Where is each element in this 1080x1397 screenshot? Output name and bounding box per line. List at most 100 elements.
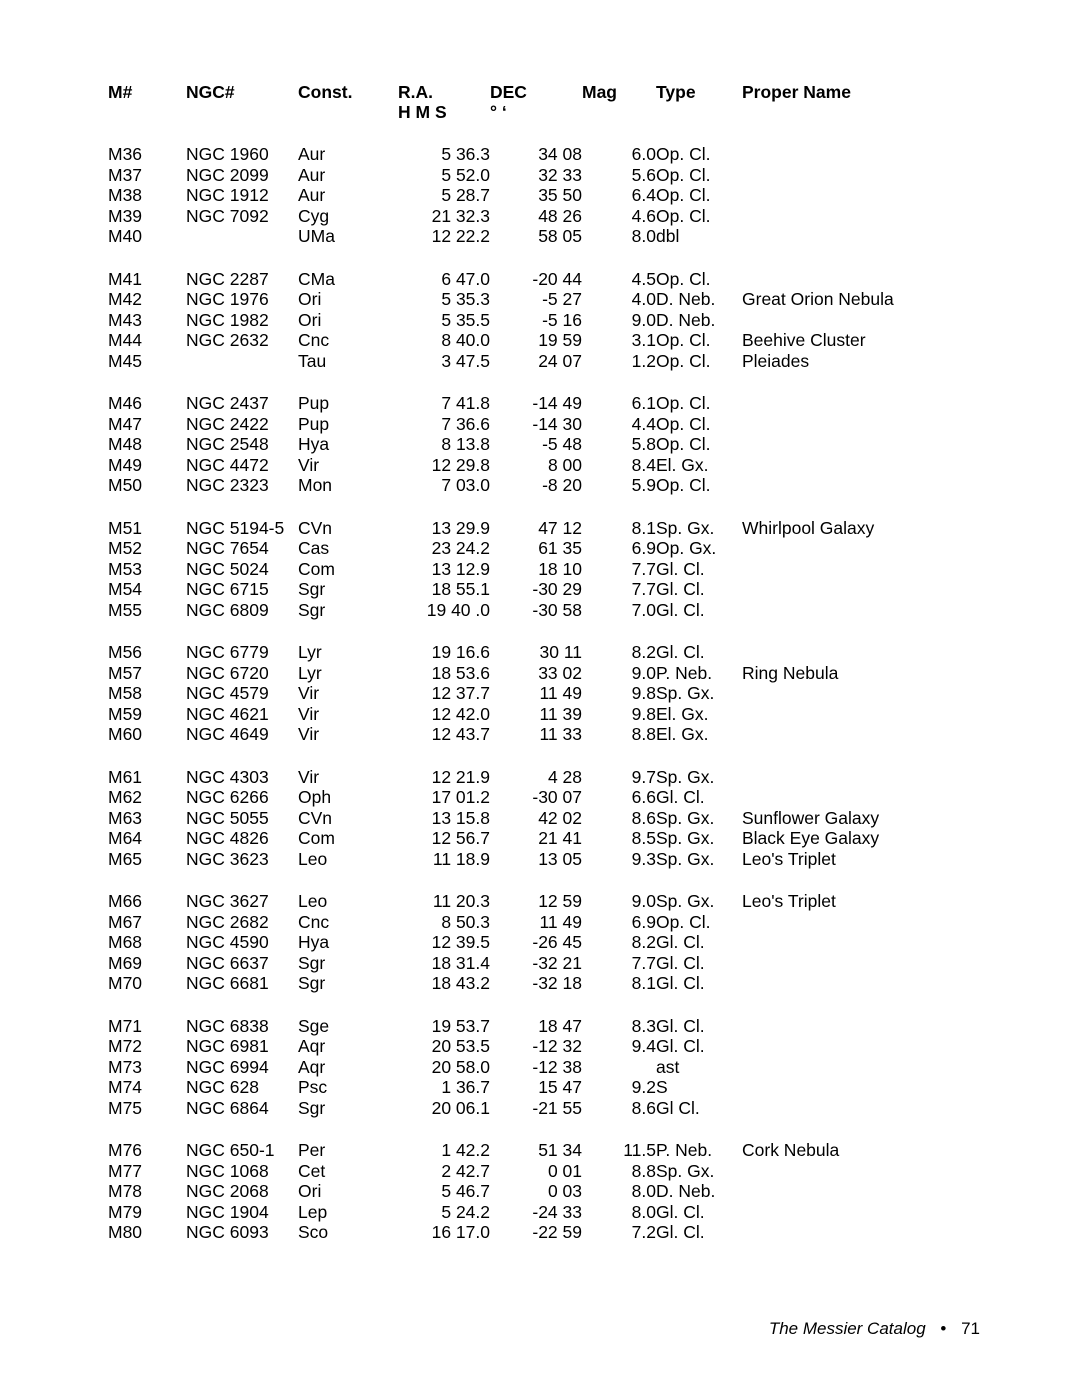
cell-ngc: NGC 6720 [186,665,298,686]
cell-ra: 7 41.8 [398,395,490,416]
group-spacer [108,498,980,520]
cell-ra: 19 53.7 [398,1018,490,1039]
cell-const: Pup [298,395,398,416]
cell-m: M68 [108,934,186,955]
cell-type: Sp. Gx. [656,769,742,790]
cell-name [742,1100,980,1121]
cell-name: Cork Nebula [742,1142,980,1163]
cell-ngc: NGC 6715 [186,581,298,602]
cell-ra: 11 20.3 [398,893,490,914]
table-row: M46NGC 2437Pup7 41.8-14 496.1Op. Cl. [108,395,980,416]
cell-name [742,540,980,561]
cell-m: M44 [108,332,186,353]
table-row: M67NGC 2682Cnc8 50.311 496.9Op. Cl. [108,914,980,935]
cell-ra: 3 47.5 [398,353,490,374]
cell-dec: 0 03 [490,1183,582,1204]
cell-ra: 5 24.2 [398,1204,490,1225]
cell-m: M50 [108,477,186,498]
cell-type: Sp. Gx. [656,810,742,831]
cell-type: Op. Gx. [656,540,742,561]
footer-separator: • [940,1319,946,1338]
cell-ngc: NGC 2437 [186,395,298,416]
cell-ngc: NGC 1982 [186,312,298,333]
cell-ra: 8 50.3 [398,914,490,935]
cell-name [742,581,980,602]
cell-m: M40 [108,228,186,249]
cell-ra: 13 15.8 [398,810,490,831]
cell-name [742,934,980,955]
cell-ngc: NGC 7654 [186,540,298,561]
cell-name [742,167,980,188]
table-body: M36NGC 1960Aur5 36.334 086.0Op. Cl.M37NG… [108,124,980,1245]
cell-type: Sp. Gx. [656,893,742,914]
page: M# NGC# Const. R.A. DEC Mag Type Proper … [0,0,1080,1245]
cell-mag [582,1059,656,1080]
cell-mag: 9.7 [582,769,656,790]
cell-const: Vir [298,706,398,727]
col-header-mag: Mag [582,84,656,104]
cell-type: D. Neb. [656,312,742,333]
cell-const: Hya [298,934,398,955]
cell-mag: 7.2 [582,1224,656,1245]
cell-const: Sgr [298,975,398,996]
cell-name [742,975,980,996]
cell-name [742,436,980,457]
cell-mag: 4.4 [582,416,656,437]
cell-mag: 8.0 [582,228,656,249]
cell-m: M54 [108,581,186,602]
col-header-name: Proper Name [742,84,980,104]
table-row: M64NGC 4826Com12 56.721 418.5Sp. Gx.Blac… [108,830,980,851]
table-row: M49NGC 4472Vir12 29.88 008.4El. Gx. [108,457,980,478]
cell-dec: -5 48 [490,436,582,457]
cell-m: M45 [108,353,186,374]
table-row: M42NGC 1976Ori5 35.3-5 274.0D. Neb.Great… [108,291,980,312]
cell-mag: 9.0 [582,893,656,914]
cell-type: P. Neb. [656,665,742,686]
cell-dec: -22 59 [490,1224,582,1245]
cell-ngc: NGC 2099 [186,167,298,188]
cell-const: CVn [298,520,398,541]
cell-type: Op. Cl. [656,208,742,229]
cell-mag: 1.2 [582,353,656,374]
cell-const: Vir [298,457,398,478]
cell-ngc: NGC 1976 [186,291,298,312]
cell-m: M47 [108,416,186,437]
cell-type: Gl. Cl. [656,955,742,976]
cell-const: Hya [298,436,398,457]
cell-const: Cnc [298,914,398,935]
cell-ngc: NGC 650-1 [186,1142,298,1163]
cell-name [742,1224,980,1245]
cell-name [742,1079,980,1100]
cell-const: Leo [298,893,398,914]
cell-name [742,726,980,747]
cell-mag: 6.4 [582,187,656,208]
table-row: M51NGC 5194-5CVn13 29.947 128.1Sp. Gx.Wh… [108,520,980,541]
cell-dec: -14 30 [490,416,582,437]
cell-ra: 16 17.0 [398,1224,490,1245]
cell-const: Psc [298,1079,398,1100]
cell-const: UMa [298,228,398,249]
cell-name [742,187,980,208]
cell-const: Lep [298,1204,398,1225]
cell-name [742,1038,980,1059]
cell-name [742,208,980,229]
cell-type: El. Gx. [656,457,742,478]
cell-ra: 12 56.7 [398,830,490,851]
table-row: M53NGC 5024Com13 12.918 107.7Gl. Cl. [108,561,980,582]
cell-dec: 11 49 [490,914,582,935]
cell-m: M77 [108,1163,186,1184]
table-row: M43NGC 1982Ori5 35.5-5 169.0D. Neb. [108,312,980,333]
cell-mag: 5.6 [582,167,656,188]
cell-dec: 61 35 [490,540,582,561]
cell-ngc: NGC 4303 [186,769,298,790]
cell-m: M78 [108,1183,186,1204]
cell-name [742,1163,980,1184]
cell-const: Ori [298,312,398,333]
cell-ngc: NGC 2287 [186,271,298,292]
cell-const: CVn [298,810,398,831]
cell-dec: -21 55 [490,1100,582,1121]
cell-type: Gl. Cl. [656,561,742,582]
cell-name: Leo's Triplet [742,851,980,872]
cell-m: M61 [108,769,186,790]
cell-type: Gl. Cl. [656,975,742,996]
